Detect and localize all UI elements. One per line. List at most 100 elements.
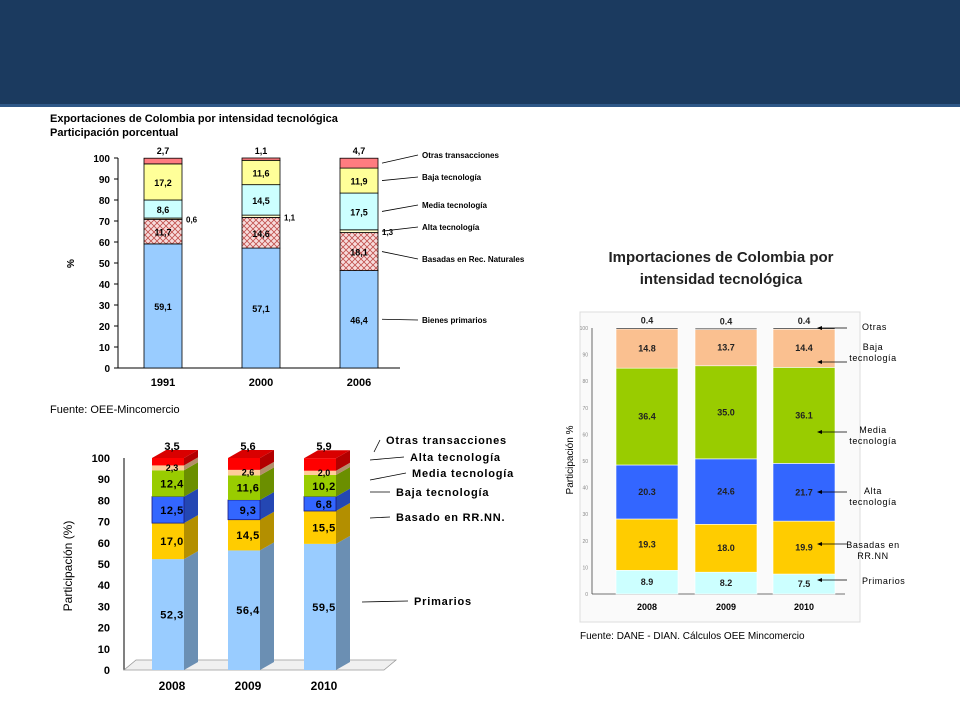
bar-segment: [772, 520, 836, 575]
bar-side-face: [260, 511, 274, 551]
bar-top-face: [304, 450, 350, 459]
chart-title-line-1: Importaciones de Colombia por: [608, 249, 833, 266]
y-tick-label: 40: [98, 580, 110, 592]
legend-label: tecnología: [849, 436, 897, 446]
bar-segment: [615, 327, 679, 330]
data-label: 11,7: [154, 228, 171, 238]
data-label: 36.4: [638, 412, 656, 422]
bar-segment: [615, 518, 679, 571]
legend-leader-line: [381, 318, 419, 321]
legend-label: Basadas en: [846, 540, 900, 550]
y-tick-label: 80: [98, 495, 110, 507]
data-label: 1,1: [284, 213, 296, 222]
data-label: 18,1: [350, 248, 368, 258]
x-tick-label: 2008: [159, 679, 186, 693]
y-tick-label: 0: [585, 592, 588, 598]
legend-leader-line: [381, 154, 419, 164]
exports-1991-2006-chart: Exportaciones de Colombia por intensidad…: [50, 113, 525, 416]
data-label: 59,1: [154, 302, 172, 312]
bar-side-face: [184, 488, 198, 524]
legend-leader-line: [381, 251, 419, 260]
legend-label: Otras transacciones: [422, 151, 499, 160]
data-label: 7.5: [798, 579, 811, 589]
y-tick-label: 30: [99, 301, 111, 312]
legend-label: Baja tecnología: [422, 173, 482, 182]
y-tick-label: 90: [582, 353, 588, 359]
y-tick-label: 50: [99, 259, 111, 270]
legend-leader-line: [381, 204, 419, 212]
y-tick-label: 100: [92, 453, 110, 465]
data-label: 0.4: [641, 316, 654, 326]
legend-leader-line: [369, 456, 405, 461]
bar-segment: [241, 159, 281, 186]
data-label: 14,5: [252, 196, 270, 206]
bar-segment: [304, 511, 336, 544]
bar-segment: [143, 218, 183, 245]
bar-segment: [241, 157, 281, 161]
bar-side-face: [260, 461, 274, 476]
x-tick-label: 1991: [151, 377, 175, 389]
data-label: 19.3: [638, 540, 656, 550]
bar-segment: [143, 243, 183, 369]
data-label: 36.1: [795, 410, 813, 420]
legend-arrow-head: [817, 430, 822, 434]
data-label: 14.8: [638, 343, 656, 353]
legend-leader-line: [373, 439, 381, 453]
data-label: 8.9: [641, 577, 654, 587]
bar-segment: [228, 519, 260, 551]
data-label: 20.3: [638, 487, 656, 497]
exports-2008-2010-chart: Participación (%) 0 10 20 30 40 50 60 70 80 90 100…: [61, 436, 513, 693]
data-label: 12,5: [160, 505, 183, 517]
bar-segment: [304, 470, 336, 475]
bar-side-face: [184, 462, 198, 497]
data-label: 4,7: [353, 146, 366, 156]
data-label: 57,1: [252, 304, 270, 314]
y-tick-label: 10: [98, 644, 110, 656]
data-label: 8.2: [720, 578, 733, 588]
bar-side-face: [336, 535, 350, 670]
bar-segment: [304, 474, 336, 497]
bar-side-face: [336, 462, 350, 475]
bar-segment: [304, 458, 336, 471]
bar-segment: [694, 327, 758, 330]
legend-label: Otras: [862, 322, 887, 332]
legend-arrow-head: [817, 360, 822, 364]
y-tick-label: 50: [582, 459, 588, 465]
legend-label: Basado en RR.NN.: [396, 512, 505, 524]
data-label: 59,5: [312, 602, 335, 614]
y-tick-label: 20: [98, 623, 110, 635]
legend-label: Otras transacciones: [386, 436, 507, 447]
bar-segment: [152, 465, 184, 471]
data-label: 3,5: [164, 441, 179, 453]
y-tick-label: 60: [582, 432, 588, 438]
bar-segment: [143, 157, 183, 165]
bar-segment: [339, 232, 379, 271]
bar-segment: [304, 543, 336, 670]
y-axis-title: %: [66, 259, 77, 268]
data-label: 35.0: [717, 407, 735, 417]
bar-top-face: [228, 450, 274, 458]
data-label: 52,3: [160, 610, 183, 622]
legend-arrow-head: [817, 542, 822, 546]
bar-side-face: [336, 450, 350, 471]
bar-segment: [151, 496, 185, 524]
y-tick-label: 10: [99, 343, 111, 354]
chart-source: Fuente: DANE - DIAN. Cálculos OEE Mincom…: [580, 631, 805, 642]
legend-label: Alta tecnología: [422, 223, 480, 232]
y-tick-label: 60: [99, 238, 111, 249]
data-label: 56,4: [236, 605, 260, 617]
y-tick-label: 40: [582, 486, 588, 492]
imports-2008-2010-chart: Importaciones de Colombia por intensidad…: [565, 249, 905, 642]
bar-side-face: [260, 542, 274, 670]
bar-segment: [615, 367, 679, 466]
data-label: 6,8: [316, 499, 333, 511]
legend-leader-line: [361, 600, 409, 603]
legend-label: Bienes primarios: [422, 316, 487, 325]
y-axis-title: Participación (%): [61, 521, 75, 612]
data-label: 8,6: [157, 205, 170, 215]
bar-side-face: [184, 457, 198, 471]
y-tick-label: 20: [99, 322, 111, 333]
data-label: 1,1: [255, 146, 268, 156]
legend-label: tecnología: [849, 497, 897, 507]
y-tick-label: 70: [98, 517, 110, 529]
